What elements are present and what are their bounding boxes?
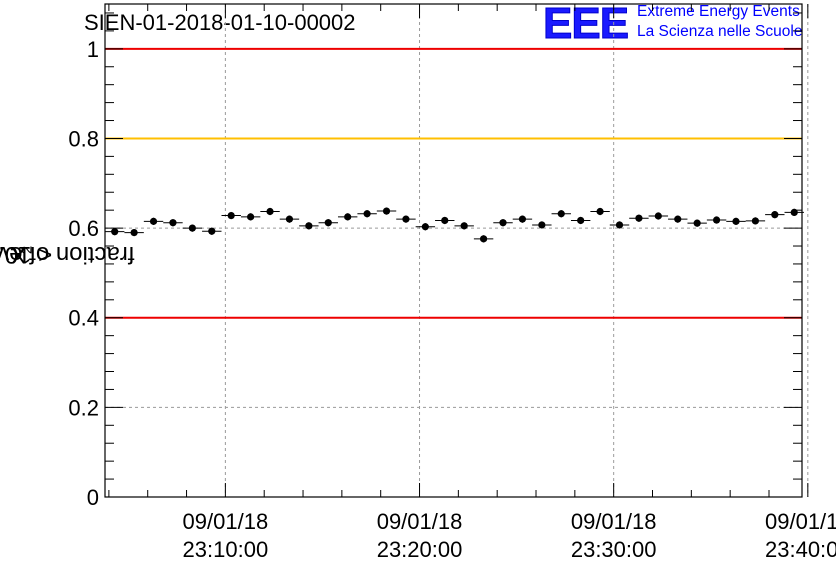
x-tick-label-date: 09/01/18 [571,509,657,534]
eee-logo: EEE Extreme Energy Events La Scienza nel… [542,0,833,48]
x-tick-label-date: 09/01/18 [377,509,463,534]
data-point [124,228,144,237]
data-point [765,211,785,219]
plot-frame [104,3,803,498]
data-point [260,207,280,216]
data-marker [790,208,798,217]
data-point [221,211,241,220]
data-point [105,228,125,236]
data-point [726,217,746,225]
data-marker [344,213,352,221]
x-tick-label-time: 23:30:00 [571,537,657,562]
y-tick-label: 0.8 [68,126,99,151]
data-marker [441,216,449,225]
data-point [784,208,804,217]
data-marker [712,216,721,224]
data-point [357,210,377,218]
logo-line-1: Extreme Energy Events [637,3,800,20]
data-marker [674,215,682,223]
data-marker [693,219,701,227]
y-tick-label: 0.2 [68,395,99,420]
data-point [706,216,727,224]
x-tick-label-date: 09/01/18 [183,509,269,534]
data-marker [130,228,138,237]
data-point [182,224,203,232]
data-point [648,212,669,220]
data-point [609,221,630,229]
data-point [415,223,436,231]
data-marker [771,211,779,219]
data-marker [305,222,313,230]
chart-title: SIEN-01-2018-01-10-00002 [84,10,356,35]
x-tick-label-date: 09/01/18 [765,509,836,534]
data-marker [382,207,391,215]
data-marker [577,216,585,225]
data-marker [363,210,371,218]
data-marker [266,207,274,216]
data-point [299,222,319,230]
data-point [279,215,300,223]
data-marker [479,235,488,243]
data-point [318,219,338,227]
y-tick-label: 0 [87,485,99,510]
data-marker [596,207,604,216]
data-marker [732,217,740,225]
data-point [745,217,766,225]
data-marker [635,214,643,222]
data-marker [654,212,662,220]
data-point [376,207,397,215]
data-point [687,219,707,227]
data-marker [460,222,468,230]
y-tick-label: 0.4 [68,306,99,331]
data-point [532,221,552,229]
data-point [551,210,571,218]
data-marker [169,219,177,227]
data-marker [111,228,119,236]
data-marker [149,217,158,225]
data-point [512,215,533,223]
logo-line-2: La Scienza nelle Scuole [637,23,803,40]
data-marker [247,213,255,221]
x-tick-label-time: 23:10:00 [183,537,269,562]
data-point [668,215,688,223]
data-point [435,216,455,225]
data-marker [615,221,624,229]
data-point [473,235,494,243]
data-point [143,217,164,225]
y-tick-label: 0.6 [68,216,99,241]
data-marker [499,219,507,227]
data-marker [751,217,760,225]
x-tick-label-time: 23:20:00 [377,537,463,562]
y-tick-label: 1 [87,37,99,62]
data-point [163,219,183,227]
data-point [202,227,222,235]
data-marker [285,215,294,223]
data-marker [324,219,332,227]
x-tick-label-time: 23:40:00 [765,537,836,562]
data-marker [402,215,410,223]
data-marker [557,210,565,218]
data-marker [421,223,429,231]
data-point [493,219,513,227]
data-marker [227,211,235,220]
data-point [629,214,649,222]
data-marker [518,215,527,223]
data-marker [538,221,546,229]
data-point [590,207,610,216]
data-point [570,216,591,225]
data-marker [208,227,216,235]
data-point [396,215,416,223]
data-point [240,213,261,221]
data-point [337,213,358,221]
data-point [454,222,474,230]
data-marker [188,224,196,232]
logo-mark: EEE [542,0,629,48]
